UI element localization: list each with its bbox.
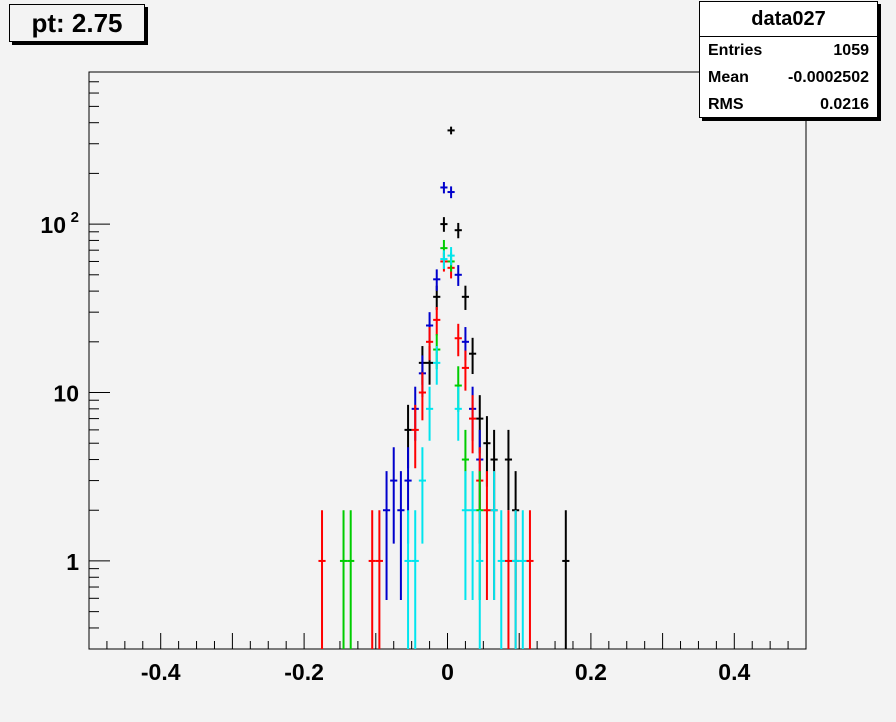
plot-title: pt: 2.75 bbox=[9, 4, 145, 42]
x-tick-label: -0.4 bbox=[141, 659, 181, 685]
data-point bbox=[469, 337, 477, 375]
data-point bbox=[390, 447, 398, 544]
data-point bbox=[375, 510, 383, 649]
axis-ticks bbox=[88, 71, 807, 650]
data-point bbox=[411, 510, 419, 649]
data-point bbox=[404, 510, 412, 649]
data-point bbox=[411, 404, 419, 469]
stats-value: -0.0002502 bbox=[788, 68, 869, 86]
data-point bbox=[433, 346, 441, 385]
x-tick-label: 0.2 bbox=[575, 659, 607, 685]
data-point bbox=[318, 510, 326, 649]
data-point bbox=[418, 372, 426, 421]
y-tick-label-exponent: 2 bbox=[71, 209, 79, 226]
stats-name: data027 bbox=[700, 2, 877, 37]
data-points bbox=[318, 126, 570, 649]
data-point bbox=[483, 471, 491, 601]
data-point bbox=[397, 471, 405, 601]
data-point bbox=[461, 471, 470, 601]
x-tick-label: 0.4 bbox=[718, 659, 750, 685]
data-point bbox=[418, 447, 426, 544]
data-point bbox=[476, 510, 484, 649]
data-point bbox=[562, 510, 570, 649]
data-point bbox=[440, 217, 448, 232]
stats-label: Mean bbox=[708, 68, 749, 86]
data-point bbox=[461, 285, 470, 310]
x-tick-label: -0.2 bbox=[284, 659, 324, 685]
data-point bbox=[440, 181, 448, 194]
data-point bbox=[461, 350, 470, 391]
data-point bbox=[454, 265, 462, 286]
data-point bbox=[469, 395, 477, 454]
data-point bbox=[512, 510, 520, 649]
data-point bbox=[454, 386, 462, 441]
data-point bbox=[433, 269, 441, 291]
data-point bbox=[368, 510, 376, 649]
data-point bbox=[425, 386, 434, 441]
data-point bbox=[433, 306, 441, 336]
data-point bbox=[497, 510, 505, 649]
data-point bbox=[447, 126, 455, 135]
axis-tick-labels: -0.4 -0.2 0 0.2 0.4 1 10 10 2 bbox=[40, 209, 750, 685]
data-point bbox=[504, 429, 513, 511]
data-point bbox=[519, 510, 527, 649]
data-point bbox=[490, 471, 498, 601]
data-point bbox=[447, 186, 455, 199]
plot-frame bbox=[88, 71, 807, 650]
data-point bbox=[382, 471, 391, 601]
data-point bbox=[469, 471, 477, 601]
data-point bbox=[454, 323, 462, 357]
stats-row-mean: Mean -0.0002502 bbox=[700, 64, 877, 91]
stats-label: RMS bbox=[708, 95, 744, 113]
data-point bbox=[447, 247, 455, 266]
y-tick-label: 1 bbox=[66, 549, 79, 575]
data-point bbox=[454, 222, 462, 239]
data-point bbox=[339, 510, 348, 649]
stats-value: 0.0216 bbox=[820, 95, 869, 113]
x-tick-label: 0 bbox=[441, 659, 454, 685]
data-point bbox=[347, 510, 355, 649]
stats-row-rms: RMS 0.0216 bbox=[700, 91, 877, 118]
data-point bbox=[440, 250, 448, 269]
data-point bbox=[526, 510, 534, 649]
data-point bbox=[425, 327, 434, 361]
stats-label: Entries bbox=[708, 41, 763, 59]
y-tick-label: 10 bbox=[53, 381, 79, 407]
y-tick-label: 10 bbox=[40, 212, 66, 238]
data-point bbox=[504, 510, 513, 649]
stats-row-entries: Entries 1059 bbox=[700, 37, 877, 64]
stats-value: 1059 bbox=[833, 41, 869, 59]
stats-box: data027 Entries 1059 Mean -0.0002502 RMS… bbox=[699, 1, 878, 118]
